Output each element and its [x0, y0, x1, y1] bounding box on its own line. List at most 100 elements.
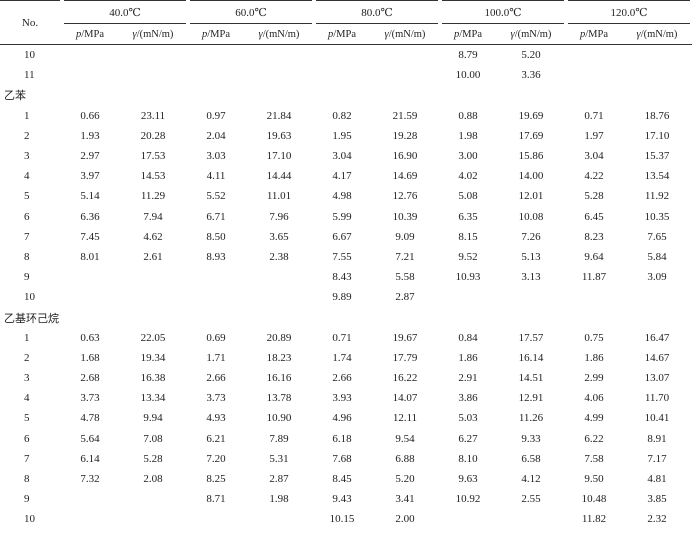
cell-value: 5.99 — [332, 210, 352, 223]
table-row: 8 7.32 2.08 8.25 2.87 8.45 5.20 9.63 4.12 9.50 4.8… — [0, 469, 692, 489]
cell-value: 5.28 — [584, 190, 604, 203]
cell-value: 9.50 — [584, 473, 604, 486]
cell-value: 5.13 — [521, 250, 541, 263]
cell-value: 5.28 — [143, 452, 163, 465]
cell-value: 2.38 — [269, 250, 289, 263]
temperature-header: 100.0℃ — [438, 0, 568, 24]
cell-value: 6.14 — [80, 452, 100, 465]
column-header: p/MPa — [314, 23, 370, 45]
table-row: 2 1.93 20.28 2.04 19.63 1.95 19.28 1.98 17.69 1.9… — [0, 126, 692, 146]
symbol: p — [579, 28, 586, 40]
row-number: 7 — [24, 452, 30, 465]
empty-cell — [62, 45, 118, 66]
empty-cell — [244, 267, 314, 287]
no-header: No. — [0, 0, 62, 45]
cell-value: 5.08 — [458, 190, 478, 203]
table-row: 10 10.15 2.00 11.82 2.32 — [0, 509, 692, 529]
cell-value: 7.20 — [206, 452, 226, 465]
cell-value: 7.68 — [332, 452, 352, 465]
table-row: 10 8.79 5.20 — [0, 45, 692, 66]
cell-value: 11.29 — [140, 190, 166, 203]
cell-value: 9.63 — [458, 473, 478, 486]
cell-value: 0.82 — [332, 109, 352, 122]
cell-value: 19.63 — [266, 129, 292, 142]
table-row: 乙苯 — [0, 85, 692, 105]
empty-cell — [118, 509, 188, 529]
cell-value: 4.93 — [206, 412, 226, 425]
unit: /(mN/m) — [514, 28, 552, 40]
row-number: 5 — [24, 412, 30, 425]
table-row: 7 6.14 5.28 7.20 5.31 7.68 6.88 8.10 6.58 7.58 7.1… — [0, 449, 692, 469]
cell-value: 16.47 — [644, 331, 670, 344]
cell-value: 0.75 — [584, 331, 604, 344]
empty-cell — [440, 509, 496, 529]
empty-cell — [188, 65, 244, 85]
cell-value: 5.31 — [269, 452, 289, 465]
cell-value: 10.48 — [581, 493, 607, 506]
empty-cell — [566, 45, 622, 66]
table-body: 10 8.79 5.20 11 10.00 3.36 乙苯 1 0.66 23.11 0.97 21.… — [0, 45, 692, 530]
section-label: 乙基环己烷 — [4, 312, 59, 325]
cell-value: 17.79 — [392, 351, 418, 364]
cell-value: 7.17 — [647, 452, 667, 465]
cell-value: 2.97 — [80, 150, 100, 163]
cell-value: 10.08 — [518, 210, 544, 223]
table-row: 4 3.73 13.34 3.73 13.78 3.93 14.07 3.86 12.91 4.0… — [0, 388, 692, 408]
cell-value: 8.91 — [647, 432, 667, 445]
cell-value: 12.11 — [392, 412, 418, 425]
cell-value: 1.97 — [584, 129, 604, 142]
cell-value: 5.64 — [80, 432, 100, 445]
table-row: 2 1.68 19.34 1.71 18.23 1.74 17.79 1.86 16.14 1.8… — [0, 348, 692, 368]
column-header: γ/(mN/m) — [118, 23, 188, 45]
cell-value: 3.03 — [206, 150, 226, 163]
cell-value: 10.35 — [644, 210, 670, 223]
unit: /MPa — [81, 28, 104, 40]
cell-value: 2.00 — [395, 513, 415, 526]
empty-cell — [118, 267, 188, 287]
cell-value: 4.81 — [647, 473, 667, 486]
cell-value: 14.53 — [140, 170, 166, 183]
symbol: γ — [384, 28, 389, 40]
row-number: 11 — [24, 69, 35, 82]
cell-value: 2.66 — [206, 372, 226, 385]
cell-value: 4.11 — [206, 170, 226, 183]
cell-value: 1.86 — [584, 351, 604, 364]
unit: /MPa — [585, 28, 608, 40]
cell-value: 7.55 — [332, 250, 352, 263]
cell-value: 3.00 — [458, 150, 478, 163]
cell-value: 14.07 — [392, 392, 418, 405]
cell-value: 17.53 — [140, 150, 166, 163]
cell-value: 5.58 — [395, 271, 415, 284]
column-header: γ/(mN/m) — [496, 23, 566, 45]
table-row: 10 9.89 2.87 — [0, 287, 692, 307]
cell-value: 2.87 — [269, 473, 289, 486]
cell-value: 6.67 — [332, 230, 352, 243]
column-header: p/MPa — [62, 23, 118, 45]
cell-value: 9.43 — [332, 493, 352, 506]
cell-value: 0.88 — [458, 109, 478, 122]
cell-value: 11.70 — [644, 392, 670, 405]
cell-value: 9.94 — [143, 412, 163, 425]
cell-value: 8.25 — [206, 473, 226, 486]
cell-value: 3.73 — [206, 392, 226, 405]
row-number: 4 — [24, 170, 30, 183]
cell-value: 4.98 — [332, 190, 352, 203]
cell-value: 14.44 — [266, 170, 292, 183]
cell-value: 6.36 — [80, 210, 100, 223]
cell-value: 9.09 — [395, 230, 415, 243]
cell-value: 12.76 — [392, 190, 418, 203]
empty-cell — [118, 45, 188, 66]
cell-value: 11.01 — [266, 190, 292, 203]
row-number: 3 — [24, 150, 30, 163]
empty-cell — [188, 509, 244, 529]
cell-value: 20.28 — [140, 129, 166, 142]
row-number: 10 — [24, 49, 35, 62]
section-label: 乙苯 — [4, 90, 26, 103]
empty-cell — [370, 65, 440, 85]
cell-value: 5.03 — [458, 412, 478, 425]
table-row: 4 3.97 14.53 4.11 14.44 4.17 14.69 4.02 14.00 4.2… — [0, 166, 692, 186]
cell-value: 3.93 — [332, 392, 352, 405]
symbol: γ — [258, 28, 263, 40]
cell-value: 1.68 — [80, 351, 100, 364]
empty-cell — [188, 267, 244, 287]
